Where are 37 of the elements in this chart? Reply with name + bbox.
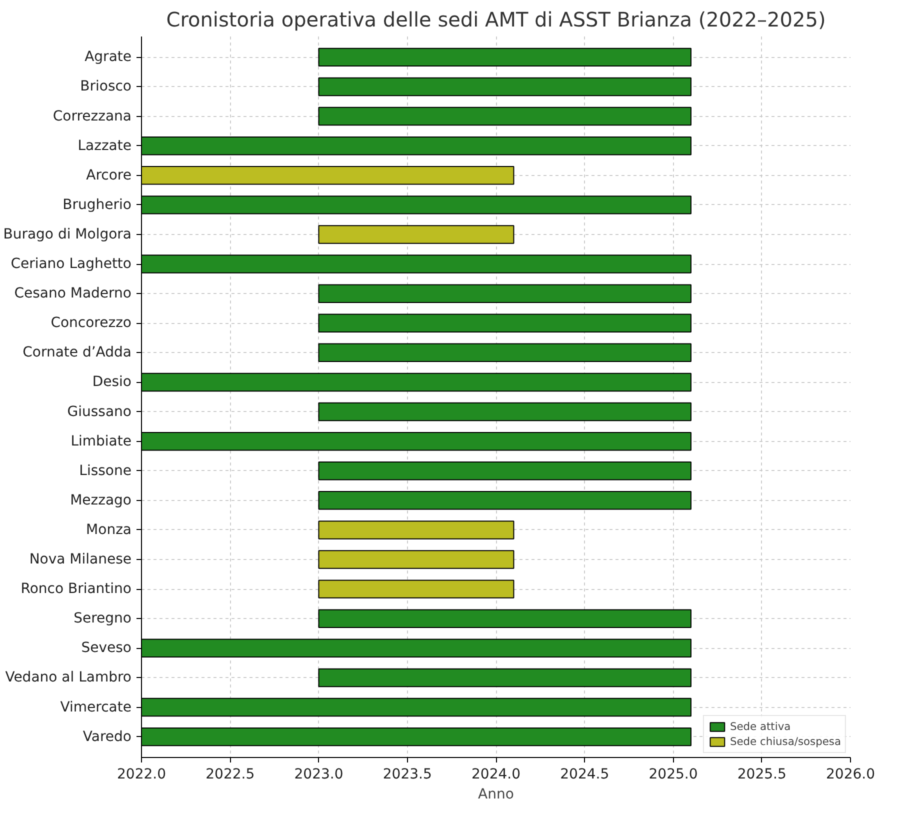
- y-tick-label: Brugherio: [62, 196, 132, 213]
- y-tick-label: Desio: [92, 374, 132, 390]
- x-tick-label: 2024.5: [560, 766, 610, 782]
- y-tick-label: Varedo: [82, 728, 132, 745]
- chart-title: Cronistoria operativa delle sedi AMT di ASST Brianza (2022–2025): [166, 8, 826, 32]
- legend-label: Sede chiusa/sospesa: [730, 735, 841, 748]
- y-tick-label: Lissone: [79, 462, 132, 479]
- y-tick-label: Agrate: [84, 49, 132, 66]
- y-tick-label: Vedano al Lambro: [5, 670, 132, 686]
- x-tick-label: 2024.0: [472, 766, 521, 782]
- y-tick-label: Ceriano Laghetto: [10, 256, 132, 272]
- x-tick-label: 2026.0: [826, 766, 876, 782]
- y-tick-label: Monza: [86, 522, 132, 538]
- x-tick-label: 2023.0: [294, 766, 344, 782]
- y-tick-label: Vimercate: [60, 699, 132, 716]
- x-tick-label: 2022.5: [206, 766, 255, 782]
- y-tick-label: Giussano: [67, 404, 132, 420]
- y-tick-label: Lazzate: [78, 138, 132, 154]
- y-tick-label: Burago di Molgora: [3, 226, 132, 242]
- y-tick-label: Concorezzo: [50, 315, 132, 332]
- x-axis-title: Anno: [478, 786, 514, 802]
- y-tick-label: Arcore: [86, 167, 132, 184]
- y-tick-label: Limbiate: [70, 433, 132, 450]
- y-tick-label: Seveso: [81, 640, 132, 656]
- y-tick-label: Cornate d’Adda: [22, 344, 132, 361]
- x-tick-label: 2025.5: [737, 766, 786, 782]
- legend-label: Sede attiva: [730, 720, 791, 733]
- y-tick-label: Cesano Maderno: [14, 286, 132, 302]
- y-tick-label: Ronco Briantino: [20, 581, 132, 598]
- y-tick-label: Correzzana: [52, 108, 132, 124]
- x-tick-label: 2023.5: [382, 766, 432, 782]
- y-tick-label: Seregno: [74, 610, 132, 627]
- y-tick-label: Mezzago: [70, 492, 132, 508]
- y-tick-label: Nova Milanese: [29, 552, 132, 568]
- y-tick-label: Briosco: [80, 78, 132, 95]
- x-tick-label: 2025.0: [648, 766, 698, 782]
- x-tick-label: 2022.0: [117, 766, 166, 782]
